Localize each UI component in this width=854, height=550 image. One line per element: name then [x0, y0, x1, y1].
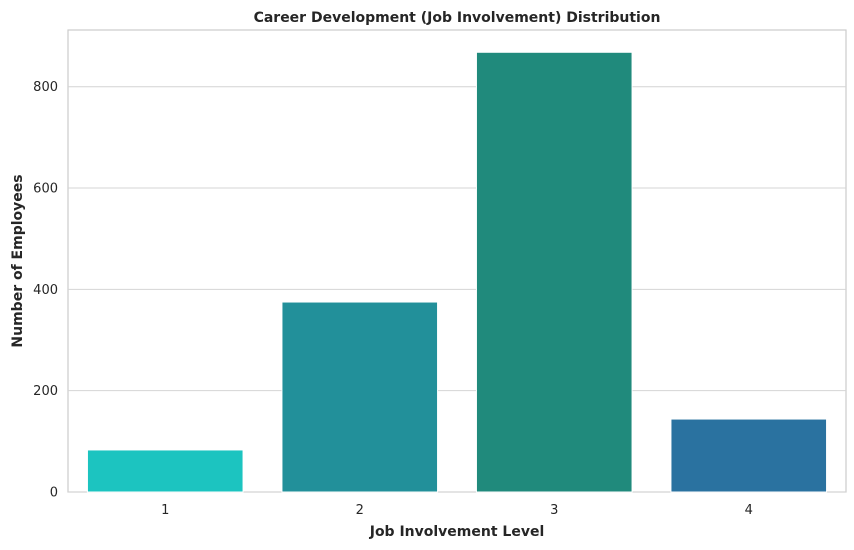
- x-tick-label: 3: [550, 503, 558, 518]
- x-tick-label: 2: [356, 503, 364, 518]
- y-tick-label: 400: [33, 283, 58, 298]
- y-tick-labels: 0 200 400 600 800: [33, 80, 58, 500]
- x-tick-labels: 1 2 3 4: [161, 503, 753, 518]
- bar-1: [86, 449, 244, 493]
- x-axis-title: Job Involvement Level: [369, 524, 545, 540]
- x-tick-label: 4: [745, 503, 753, 518]
- y-tick-label: 800: [33, 80, 58, 95]
- bar-2: [281, 301, 439, 493]
- bars: [86, 51, 828, 493]
- y-tick-label: 200: [33, 384, 58, 399]
- x-tick-label: 1: [161, 503, 169, 518]
- y-tick-label: 0: [50, 486, 58, 501]
- y-axis-title: Number of Employees: [10, 174, 26, 347]
- chart-title: Career Development (Job Involvement) Dis…: [254, 10, 661, 26]
- bar-4: [670, 418, 828, 493]
- bar-3: [475, 51, 633, 493]
- y-tick-label: 600: [33, 182, 58, 197]
